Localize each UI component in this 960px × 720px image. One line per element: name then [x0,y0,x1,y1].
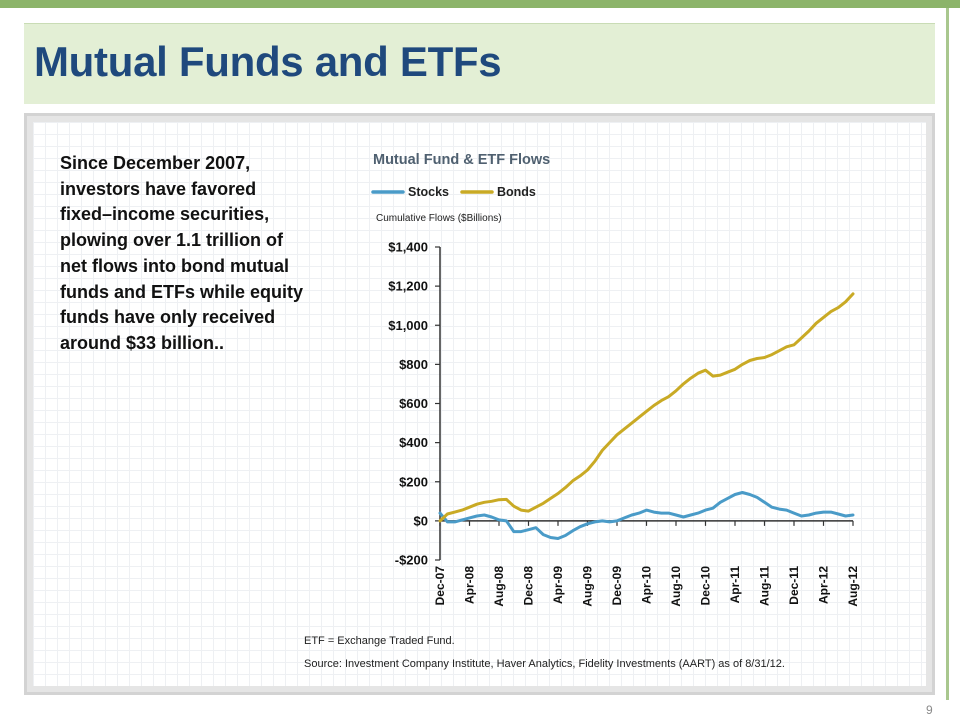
flows-chart: Mutual Fund & ETF Flows Stocks Bonds Cum… [304,152,860,670]
x-tick-label: Apr-12 [817,566,831,604]
y-tick-label: $400 [399,435,428,450]
x-tick-label: Aug-09 [581,566,595,607]
chart-title: Mutual Fund & ETF Flows [373,152,550,168]
y-tick-label: $1,200 [388,279,428,294]
y-tick-label: $600 [399,396,428,411]
slide-title: Mutual Funds and ETFs [34,38,502,85]
x-axis: Dec-07 Apr-08 Aug-08 Dec-08 Apr-09 Aug-09 Dec-… [433,520,860,607]
x-tick-label: Apr-08 [463,566,477,604]
x-tick-label: Apr-10 [640,566,654,604]
x-tick-label: Aug-11 [758,566,772,606]
etf-note: ETF = Exchange Traded Fund. [304,635,455,647]
y-tick-label: $800 [399,357,428,372]
series-line-stocks [438,491,855,540]
chart-subtitle: Cumulative Flows ($Billions) [376,213,502,224]
x-tick-label: Aug-08 [492,566,506,607]
legend-stocks-label: Stocks [408,185,449,199]
page-number: 9 [926,703,933,717]
legend-bonds-label: Bonds [497,185,536,199]
right-accent-bar [946,8,949,700]
y-tick-label: $0 [414,513,428,528]
summary-text: Since December 2007, investors have favo… [60,153,304,353]
source-note: Source: Investment Company Institute, Ha… [304,658,785,670]
y-tick-label: -$200 [395,553,428,568]
content-panel [24,113,935,695]
x-tick-label: Apr-09 [551,566,565,604]
x-tick-label: Dec-09 [610,566,624,606]
x-tick-label: Dec-07 [433,566,447,606]
x-tick-label: Dec-08 [522,566,536,606]
title-banner: Mutual Funds and ETFs [24,23,935,104]
x-tick-label: Dec-11 [787,566,801,605]
y-tick-label: $1,000 [388,318,428,333]
series-layer [438,292,855,540]
x-tick-label: Apr-11 [728,566,742,604]
content-grid-area [33,122,926,686]
y-tick-label: $200 [399,474,428,489]
y-axis: $1,400 $1,200 $1,000 $800 $600 $400 $200 $0 -$20… [388,240,441,568]
x-tick-label: Aug-10 [669,566,683,607]
top-accent-bar [0,0,960,8]
series-line-bonds [438,292,855,523]
y-tick-label: $1,400 [388,240,428,255]
x-tick-label: Dec-10 [699,566,713,606]
legend: Stocks Bonds [371,185,536,199]
x-tick-label: Aug-12 [846,566,860,607]
